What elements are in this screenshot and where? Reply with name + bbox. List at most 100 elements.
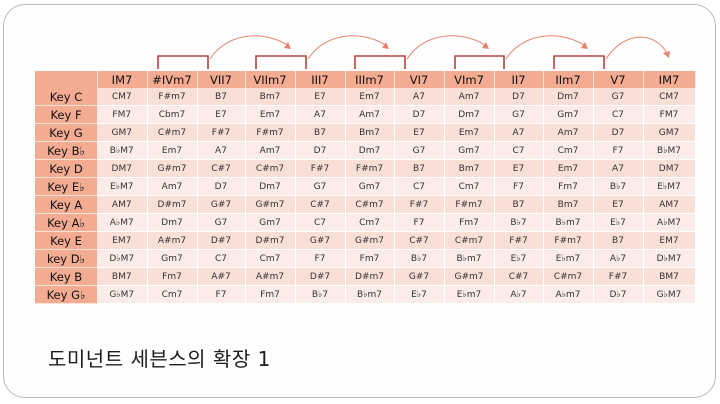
chord-cell: C#7 [494,267,544,286]
chord-cell: B7 [295,123,346,142]
chord-cell: G#7 [295,231,346,250]
column-header: IM7 [643,71,696,88]
chord-cell: EM7 [97,231,148,250]
chord-cell: B7 [593,231,644,250]
table-row: Key A♭ A♭M7 Dm7 G7 Gm7 C7 Cm7 F7 Fm7 B♭7 B♭m7 E♭7 A♭… [35,213,696,232]
header-corner [35,71,98,88]
chord-cell: CM7 [97,88,148,106]
table-row: Key D DM7 G#m7 C#7 C#m7 F#7 F#m7 B7 Bm7 E7 Em7 A7 DM… [35,159,696,178]
chord-cell: A#m7 [147,231,198,250]
chord-cell: F7 [494,177,544,196]
chord-cell: Em7 [543,159,594,178]
bracket-iim7-v7 [553,55,605,69]
arc-vii7-iii7 [209,35,288,60]
row-key-label: Key E♭ [35,177,97,196]
table-row: Key A AM7 D#m7 G#7 G#m7 C#7 C#m7 F#7 F#m7 B7 Bm7 E7… [35,195,696,214]
slide: IM7 #IVm7 VII7 VIIm7 III7 IIIm7 VI7 VIm7 II7 IIm7… [3,4,716,398]
row-key-label: Key A [35,195,97,214]
chord-cell: Am7 [345,105,395,124]
chord-cell: F#m7 [245,123,296,142]
chord-cell: D#m7 [245,231,296,250]
chord-cell: G7 [197,213,246,232]
chord-table-wrap: IM7 #IVm7 VII7 VIIm7 III7 IIIm7 VI7 VIm7 II7 IIm7… [35,71,696,304]
chord-cell: Dm7 [245,177,296,196]
column-header: V7 [593,71,644,88]
chord-cell: A♭7 [593,249,644,268]
column-header: IIIm7 [345,71,395,88]
chord-cell: G♭M7 [643,285,696,304]
chord-cell: C#m7 [444,231,495,250]
chord-cell: Am7 [245,141,296,160]
chord-cell: Bm7 [444,159,495,178]
chord-cell: E♭7 [494,249,544,268]
row-key-label: Key B [35,267,97,286]
chord-cell: B7 [197,88,246,106]
row-key-label: Key F [35,105,97,124]
chord-cell: C#7 [394,231,445,250]
table-row: Key E♭ E♭M7 Am7 D7 Dm7 G7 Gm7 C7 Cm7 F7 Fm7 B♭7 E♭M7 [35,177,696,196]
chord-cell: Bm7 [543,195,594,214]
chord-cell: Gm7 [543,105,594,124]
chord-cell: A#7 [197,267,246,286]
chord-cell: A♭m7 [543,285,594,304]
chord-cell: A♭M7 [643,213,696,232]
chord-cell: E♭m7 [444,285,495,304]
chord-cell: C7 [593,105,644,124]
table-row: Key B BM7 Fm7 A#7 A#m7 D#7 D#m7 G#7 G#m7 C#7 C#m7 F… [35,267,696,286]
chord-cell: G#7 [197,195,246,214]
table-row: Key G♭ G♭M7 Cm7 F7 Fm7 B♭7 B♭m7 E♭7 E♭m7 A♭7 A♭m7 D… [35,285,696,304]
chord-cell: B♭7 [394,249,445,268]
column-header: VII7 [197,71,246,88]
chord-cell: F#7 [295,159,346,178]
chord-cell: BM7 [97,267,148,286]
chord-cell: CM7 [643,88,696,106]
chord-cell: F#m7 [345,159,395,178]
chord-cell: Fm7 [245,285,296,304]
chord-cell: F#7 [197,123,246,142]
chord-cell: Dm7 [543,88,594,106]
chord-cell: Gm7 [444,141,495,160]
chord-cell: A7 [394,88,445,106]
chord-cell: B7 [494,195,544,214]
chord-cell: A7 [593,159,644,178]
chord-cell: G#m7 [345,231,395,250]
chord-cell: G7 [494,105,544,124]
column-header: #IVm7 [147,71,198,88]
arrowhead-iii7 [284,42,291,49]
arrowhead-v7 [581,42,588,49]
chord-cell: G7 [593,88,644,106]
chord-cell: G7 [394,141,445,160]
chord-cell: B♭m7 [543,213,594,232]
chord-cell: Em7 [147,141,198,160]
table-row: Key F FM7 Cbm7 E7 Em7 A7 Am7 D7 Dm7 G7 Gm7 C7 FM7 [35,105,696,124]
chord-cell: DM7 [97,159,148,178]
arc-iii7-vi7 [307,35,386,60]
chord-cell: C#m7 [245,159,296,178]
chord-cell: GM7 [643,123,696,142]
chord-cell: Dm7 [147,213,198,232]
chord-cell: DM7 [643,159,696,178]
chord-cell: B♭m7 [345,285,395,304]
chord-cell: F#7 [394,195,445,214]
progression-arrows [157,35,670,69]
chord-cell: C#m7 [543,267,594,286]
table-row: Key B♭ B♭M7 Em7 A7 Am7 D7 Dm7 G7 Gm7 C7 Cm7 F7 B♭M7 [35,141,696,160]
bracket-viim7-iii7 [255,55,307,69]
chord-cell: C7 [197,249,246,268]
chord-cell: Cm7 [147,285,198,304]
chord-cell: D♭M7 [97,249,148,268]
chord-cell: E7 [494,159,544,178]
arc-v7-im7 [605,36,668,60]
chord-cell: E♭M7 [97,177,148,196]
chord-cell: Gm7 [345,177,395,196]
chord-cell: D#7 [295,267,346,286]
chord-cell: Em7 [444,123,495,142]
chord-cell: C#m7 [147,123,198,142]
chord-cell: D#m7 [147,195,198,214]
chord-cell: A♭M7 [97,213,148,232]
chord-cell: Em7 [245,105,296,124]
chord-cell: F7 [593,141,644,160]
chord-cell: E♭m7 [543,249,594,268]
chord-cell: G#m7 [245,195,296,214]
chord-cell: B7 [394,159,445,178]
